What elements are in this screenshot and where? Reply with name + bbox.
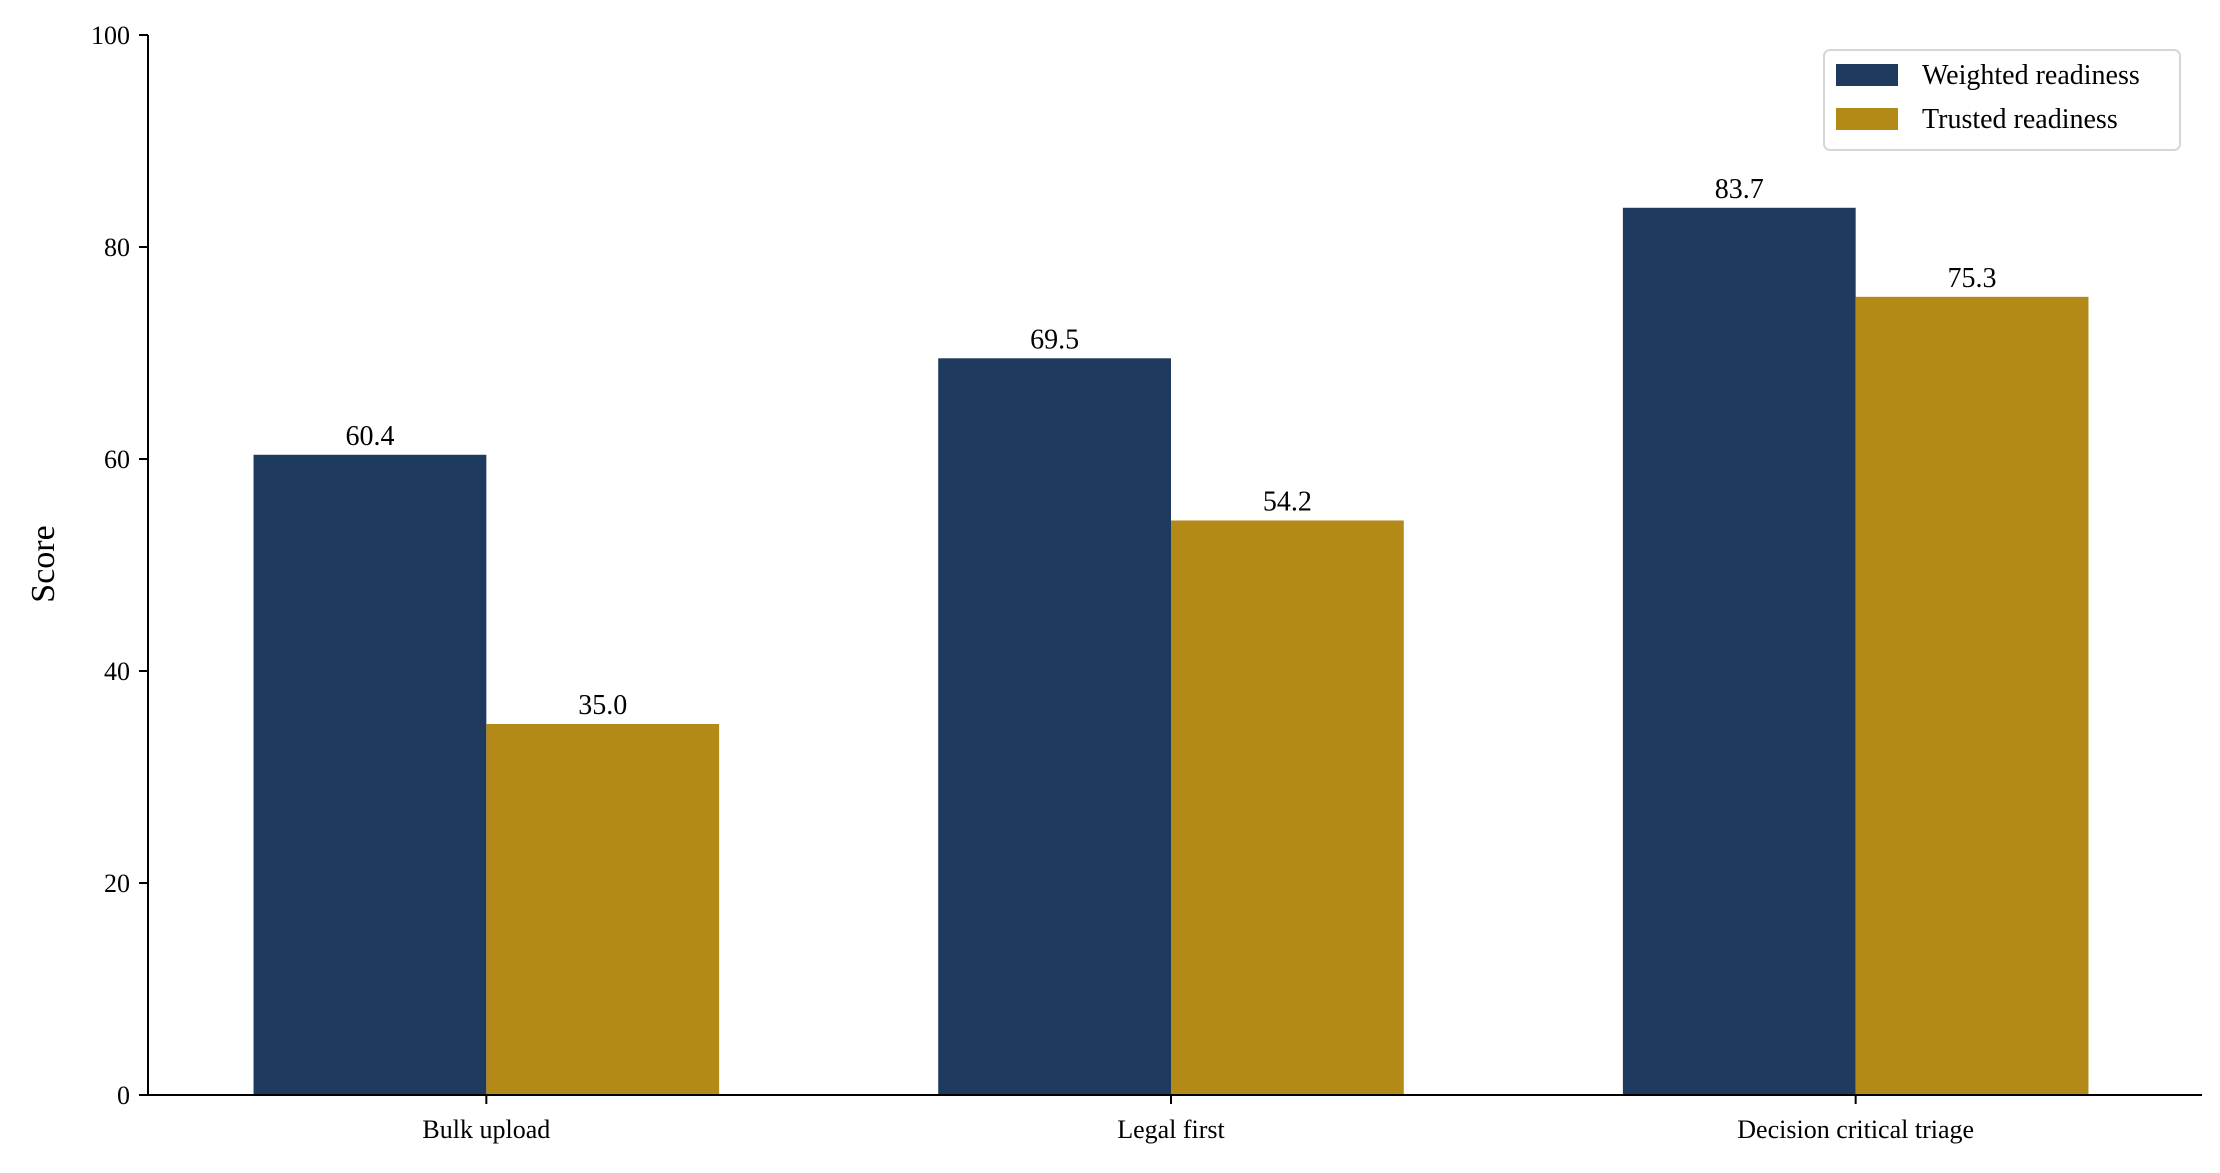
data-label: 75.3 xyxy=(1948,263,1997,294)
bar xyxy=(938,358,1171,1095)
data-label: 69.5 xyxy=(1030,324,1079,355)
data-label: 54.2 xyxy=(1263,486,1312,517)
bar xyxy=(1622,207,1856,1095)
bar xyxy=(1855,296,2089,1095)
y-tick-label: 60 xyxy=(104,445,130,474)
data-labels: 60.4 69.5 83.7 35.0 54.2 75.3 xyxy=(345,174,1996,721)
y-tick-label: 20 xyxy=(104,869,130,898)
legend-entry: Trusted readiness xyxy=(1922,104,2118,135)
y-tick-label: 0 xyxy=(117,1081,130,1110)
data-label: 83.7 xyxy=(1715,174,1764,205)
axes: 0 20 40 60 80 100 Bulk upload Legal first Decisi… xyxy=(91,21,2202,1144)
x-tick-label: Decision critical triage xyxy=(1737,1115,1974,1144)
data-label: 60.4 xyxy=(345,421,394,452)
data-label: 35.0 xyxy=(578,690,627,721)
y-tick-label: 100 xyxy=(91,21,130,50)
legend-frame xyxy=(1823,49,2181,151)
y-axis-title: Score xyxy=(25,525,62,602)
x-tick-label: Legal first xyxy=(1117,1115,1225,1144)
legend-swatch xyxy=(1836,108,1898,130)
y-tick-label: 40 xyxy=(104,657,130,686)
y-tick-label: 80 xyxy=(104,233,130,262)
bar xyxy=(1171,520,1404,1095)
bar xyxy=(253,454,487,1095)
legend: Weighted readiness Trusted readiness xyxy=(1823,49,2181,151)
x-tick-label: Bulk upload xyxy=(422,1115,550,1144)
bar xyxy=(486,724,720,1095)
legend-entry: Weighted readiness xyxy=(1922,60,2140,91)
bars xyxy=(253,207,2089,1095)
legend-swatch xyxy=(1836,64,1898,86)
